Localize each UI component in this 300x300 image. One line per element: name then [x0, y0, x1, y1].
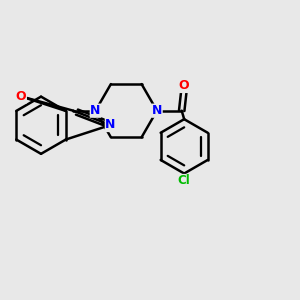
Text: Cl: Cl — [178, 175, 190, 188]
Text: N: N — [90, 104, 101, 117]
Text: N: N — [152, 104, 162, 117]
Text: N: N — [105, 118, 116, 131]
Text: O: O — [16, 90, 26, 103]
Text: O: O — [179, 80, 190, 92]
